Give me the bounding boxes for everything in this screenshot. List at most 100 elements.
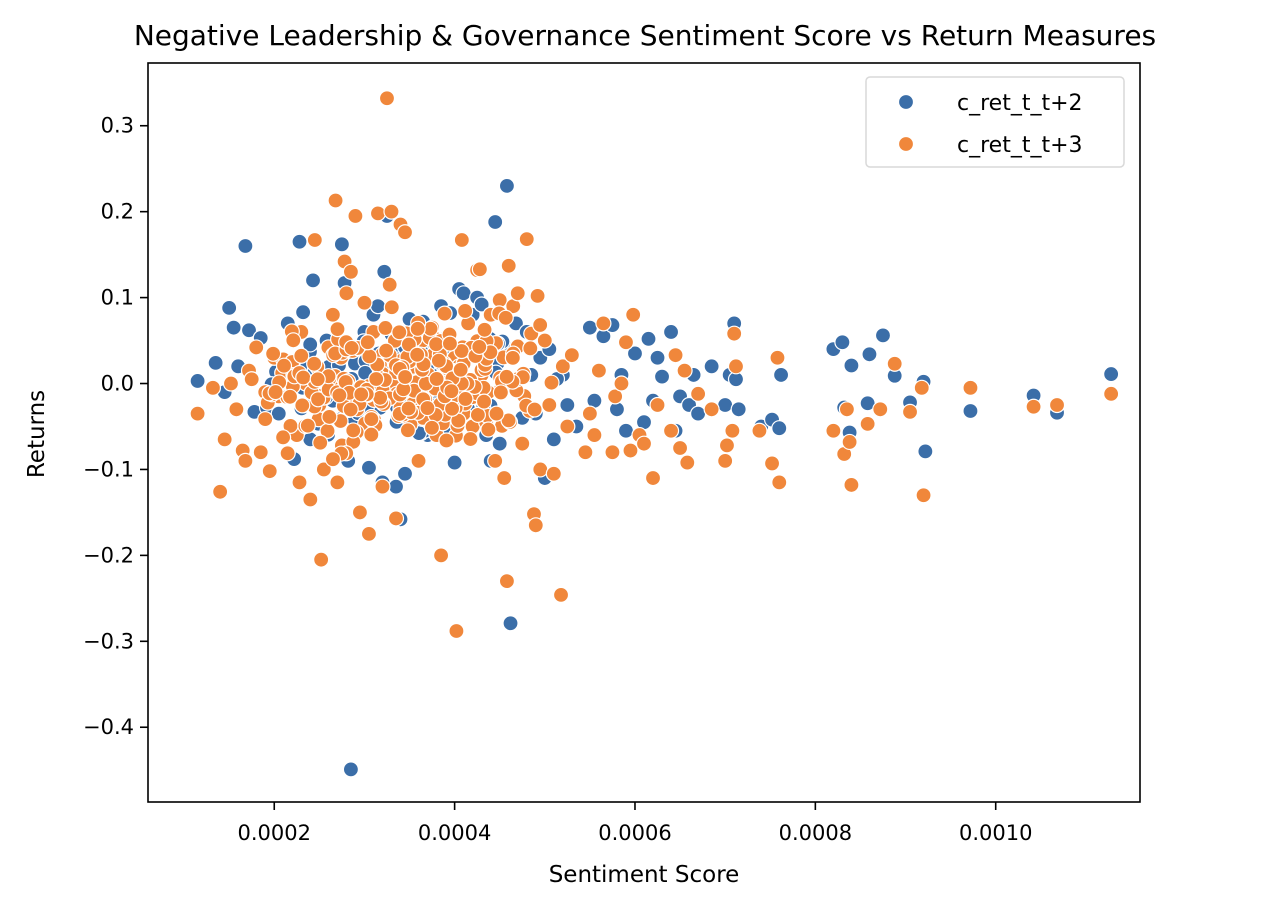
data-point-series-2 bbox=[279, 445, 296, 462]
data-point-series-1 bbox=[455, 285, 472, 302]
y-tick-label: −0.3 bbox=[83, 629, 134, 653]
data-point-series-1 bbox=[396, 465, 414, 482]
y-tick-label: 0.1 bbox=[101, 286, 134, 310]
data-point-series-2 bbox=[222, 375, 240, 392]
data-point-series-2 bbox=[327, 192, 344, 209]
data-point-series-2 bbox=[541, 396, 558, 414]
data-point-series-2 bbox=[363, 426, 380, 443]
data-point-series-1 bbox=[874, 327, 892, 344]
data-point-series-2 bbox=[378, 342, 395, 359]
data-point-series-1 bbox=[772, 366, 790, 384]
data-point-series-1 bbox=[834, 334, 851, 351]
data-point-series-2 bbox=[487, 452, 504, 469]
data-point-series-1 bbox=[360, 459, 378, 476]
data-point-series-1 bbox=[1103, 365, 1120, 383]
data-point-series-2 bbox=[356, 294, 373, 311]
data-point-series-2 bbox=[1048, 396, 1066, 414]
data-point-series-2 bbox=[471, 261, 488, 278]
data-point-series-2 bbox=[492, 384, 509, 401]
data-point-series-2 bbox=[441, 335, 459, 352]
legend-marker-series-1 bbox=[897, 93, 915, 111]
data-point-series-2 bbox=[518, 231, 535, 248]
data-point-series-2 bbox=[622, 442, 639, 459]
data-point-series-2 bbox=[329, 321, 346, 338]
data-point-series-1 bbox=[302, 336, 319, 353]
data-point-series-2 bbox=[476, 321, 493, 338]
data-point-series-1 bbox=[237, 237, 254, 255]
x-axis-ticks: 0.0002 0.0004 0.0006 0.0008 0.0010 bbox=[238, 802, 1032, 845]
data-point-series-1 bbox=[703, 358, 720, 375]
data-point-series-2 bbox=[267, 383, 284, 401]
y-tick-label: 0.2 bbox=[101, 200, 134, 224]
data-point-series-1 bbox=[387, 478, 405, 495]
x-axis-label: Sentiment Score bbox=[549, 862, 740, 888]
data-point-series-2 bbox=[462, 430, 479, 448]
data-point-series-2 bbox=[500, 257, 517, 274]
data-point-series-2 bbox=[299, 417, 316, 434]
data-point-series-1 bbox=[662, 323, 680, 341]
data-point-series-2 bbox=[342, 401, 359, 418]
data-point-series-1 bbox=[240, 322, 258, 339]
data-point-series-2 bbox=[430, 352, 447, 369]
data-point-series-2 bbox=[625, 306, 642, 323]
data-point-series-2 bbox=[387, 510, 405, 527]
data-point-series-2 bbox=[293, 347, 310, 364]
x-tick-label: 0.0002 bbox=[238, 821, 311, 845]
data-point-series-2 bbox=[886, 355, 903, 372]
data-point-series-2 bbox=[457, 302, 474, 320]
data-point-series-2 bbox=[671, 439, 689, 457]
data-point-series-2 bbox=[363, 411, 380, 428]
data-point-series-2 bbox=[913, 379, 930, 396]
data-point-series-2 bbox=[368, 370, 385, 388]
data-point-series-2 bbox=[607, 388, 624, 405]
data-point-series-2 bbox=[514, 435, 531, 452]
data-point-series-2 bbox=[369, 205, 387, 222]
data-point-series-2 bbox=[532, 461, 549, 478]
data-point-series-2 bbox=[423, 419, 441, 436]
data-point-series-2 bbox=[915, 487, 932, 504]
data-point-series-2 bbox=[324, 306, 341, 323]
data-point-series-1 bbox=[295, 304, 312, 321]
data-point-series-2 bbox=[559, 418, 576, 435]
data-point-series-1 bbox=[446, 454, 463, 471]
data-point-series-2 bbox=[717, 452, 734, 469]
data-point-series-2 bbox=[480, 421, 497, 438]
data-point-series-2 bbox=[577, 444, 594, 461]
legend-box bbox=[865, 76, 1125, 168]
data-point-series-2 bbox=[381, 276, 398, 293]
data-point-series-2 bbox=[498, 573, 516, 590]
data-point-series-2 bbox=[771, 474, 788, 491]
x-tick-label: 0.0004 bbox=[418, 821, 491, 845]
data-point-series-2 bbox=[543, 374, 560, 391]
data-point-series-2 bbox=[428, 336, 445, 353]
data-point-series-2 bbox=[644, 469, 662, 487]
data-point-series-1 bbox=[581, 319, 598, 336]
data-point-series-2 bbox=[275, 357, 293, 374]
data-point-series-2 bbox=[635, 435, 653, 452]
data-point-series-2 bbox=[529, 287, 546, 304]
data-point-series-2 bbox=[243, 371, 260, 388]
data-point-series-2 bbox=[372, 389, 389, 406]
data-point-series-2 bbox=[309, 391, 327, 408]
data-point-series-2 bbox=[500, 412, 517, 429]
chart-title: Negative Leadership & Governance Sentime… bbox=[134, 19, 1156, 52]
data-point-series-2 bbox=[347, 207, 364, 225]
data-point-series-1 bbox=[861, 346, 878, 363]
data-point-series-2 bbox=[1103, 385, 1120, 402]
data-point-series-1 bbox=[369, 298, 387, 315]
data-point-series-2 bbox=[475, 393, 493, 410]
data-point-series-2 bbox=[359, 334, 376, 351]
data-point-series-2 bbox=[252, 444, 269, 461]
data-point-series-2 bbox=[315, 461, 332, 478]
data-point-series-2 bbox=[285, 332, 302, 349]
data-point-series-2 bbox=[457, 390, 474, 408]
data-point-series-2 bbox=[763, 455, 781, 472]
data-point-series-2 bbox=[228, 401, 245, 418]
data-point-series-2 bbox=[400, 400, 417, 417]
data-point-series-2 bbox=[504, 349, 521, 366]
data-point-series-2 bbox=[313, 551, 330, 568]
data-point-series-2 bbox=[377, 319, 394, 337]
data-point-series-2 bbox=[718, 437, 736, 454]
data-point-series-2 bbox=[338, 285, 355, 302]
data-point-series-2 bbox=[438, 432, 455, 449]
